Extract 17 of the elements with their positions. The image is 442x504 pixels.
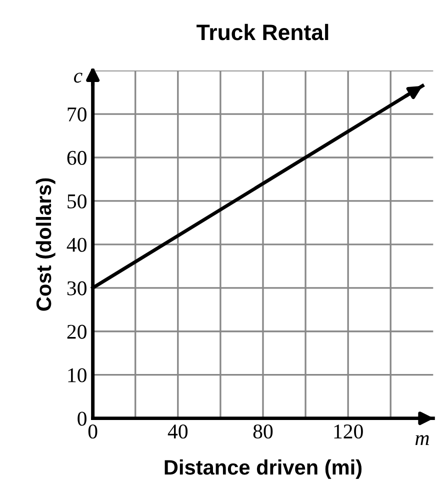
y-tick-label: 50 [68, 194, 86, 208]
chart-title: Truck Rental [196, 24, 328, 40]
x-tick-label: 80 [253, 424, 273, 439]
y-tick-label: 70 [68, 107, 86, 122]
y-tick-label: 20 [67, 324, 86, 339]
x-tick-label: 120 [334, 424, 363, 439]
y-tick-label: 10 [68, 368, 86, 382]
y-axis-title: Cost (dollars) [36, 178, 56, 311]
x-axis-title: Distance driven (mi) [164, 459, 362, 479]
text: c [74, 72, 82, 83]
y-tick-label: 60 [67, 150, 86, 165]
x-tick-label: 40 [168, 424, 188, 439]
y-tick-label: 0 [78, 412, 86, 426]
text: m [415, 435, 429, 445]
y-tick-label: 30 [67, 281, 86, 296]
y-tick-label: 40 [66, 238, 86, 252]
x-tick-label: 0 [88, 424, 98, 439]
